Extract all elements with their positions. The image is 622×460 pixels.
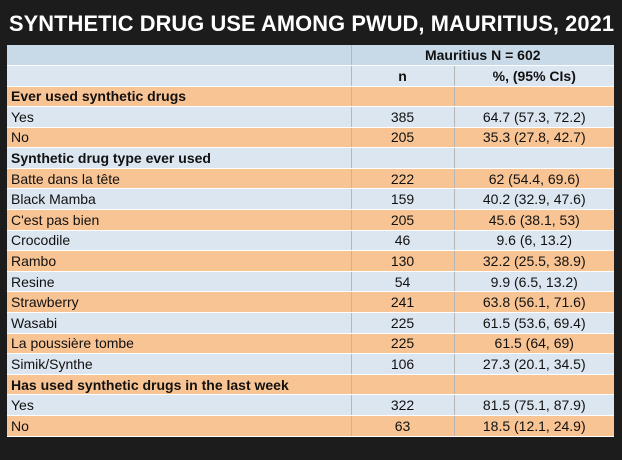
- row-n: 159: [351, 188, 455, 211]
- row-label: Resine: [7, 271, 352, 293]
- row-label: La poussière tombe: [7, 333, 352, 355]
- section-label: Ever used synthetic drugs: [7, 86, 352, 108]
- table-row: Batte dans la tête 222 62 (54.4, 69.6): [7, 168, 614, 190]
- page-title: SYNTHETIC DRUG USE AMONG PWUD, MAURITIUS…: [9, 11, 615, 36]
- section-row: Synthetic drug type ever used: [7, 147, 614, 169]
- section-row: Ever used synthetic drugs: [7, 86, 614, 108]
- column-header-n: n: [351, 65, 455, 87]
- data-table: Mauritius N = 602 n %, (95% CIs) Ever us…: [7, 45, 614, 437]
- row-n: 241: [351, 291, 455, 314]
- table-row: Wasabi 225 61.5 (53.6, 69.4): [7, 312, 614, 334]
- row-label: C'est pas bien: [7, 209, 352, 231]
- row-label: Strawberry: [7, 291, 352, 314]
- table-row: Yes 385 64.7 (57.3, 72.2): [7, 106, 614, 128]
- table-subheader-row: n %, (95% CIs): [7, 65, 614, 87]
- row-pct: 81.5 (75.1, 87.9): [454, 394, 614, 416]
- row-n: 322: [351, 394, 455, 416]
- row-n: 205: [351, 209, 455, 231]
- row-pct: 35.3 (27.8, 42.7): [454, 127, 614, 149]
- table-row: Crocodile 46 9.6 (6, 13.2): [7, 230, 614, 252]
- row-n: 222: [351, 168, 455, 190]
- row-label: Yes: [7, 106, 352, 128]
- row-pct: 61.5 (64, 69): [454, 333, 614, 355]
- row-pct: 61.5 (53.6, 69.4): [454, 312, 614, 334]
- row-label: Yes: [7, 394, 352, 416]
- row-n: 130: [351, 250, 455, 272]
- row-n: 385: [351, 106, 455, 128]
- table-row: Resine 54 9.9 (6.5, 13.2): [7, 271, 614, 293]
- row-pct: 40.2 (32.9, 47.6): [454, 188, 614, 211]
- section-label: Has used synthetic drugs in the last wee…: [7, 374, 352, 396]
- row-n: 225: [351, 312, 455, 334]
- row-label: Batte dans la tête: [7, 168, 352, 190]
- row-pct: 9.9 (6.5, 13.2): [454, 271, 614, 293]
- table-row: C'est pas bien 205 45.6 (38.1, 53): [7, 209, 614, 231]
- header-group-label: Mauritius N = 602: [351, 45, 614, 66]
- row-pct: 32.2 (25.5, 38.9): [454, 250, 614, 272]
- row-label: Rambo: [7, 250, 352, 272]
- row-pct: 64.7 (57.3, 72.2): [454, 106, 614, 128]
- table-row: No 205 35.3 (27.8, 42.7): [7, 127, 614, 149]
- row-label: No: [7, 127, 352, 149]
- row-pct: 62 (54.4, 69.6): [454, 168, 614, 190]
- table-row: Strawberry 241 63.8 (56.1, 71.6): [7, 291, 614, 314]
- row-pct: 45.6 (38.1, 53): [454, 209, 614, 231]
- row-n: 46: [351, 230, 455, 252]
- header-empty-cell: [7, 45, 352, 66]
- row-label: Crocodile: [7, 230, 352, 252]
- table-row: La poussière tombe 225 61.5 (64, 69): [7, 333, 614, 355]
- row-pct: 18.5 (12.1, 24.9): [454, 415, 614, 437]
- table-row: Black Mamba 159 40.2 (32.9, 47.6): [7, 188, 614, 211]
- section-label: Synthetic drug type ever used: [7, 147, 352, 169]
- row-n: 106: [351, 353, 455, 375]
- row-n: 205: [351, 127, 455, 149]
- row-label: Simik/Synthe: [7, 353, 352, 375]
- table-row: Simik/Synthe 106 27.3 (20.1, 34.5): [7, 353, 614, 375]
- row-pct: 27.3 (20.1, 34.5): [454, 353, 614, 375]
- row-n: 225: [351, 333, 455, 355]
- section-row: Has used synthetic drugs in the last wee…: [7, 374, 614, 396]
- table-row: Rambo 130 32.2 (25.5, 38.9): [7, 250, 614, 272]
- table-header-row: Mauritius N = 602: [7, 45, 614, 66]
- row-n: 63: [351, 415, 455, 437]
- table-row: No 63 18.5 (12.1, 24.9): [7, 415, 614, 437]
- subheader-empty-cell: [7, 65, 352, 87]
- table-row: Yes 322 81.5 (75.1, 87.9): [7, 394, 614, 416]
- row-label: Black Mamba: [7, 188, 352, 211]
- row-label: No: [7, 415, 352, 437]
- row-label: Wasabi: [7, 312, 352, 334]
- row-pct: 9.6 (6, 13.2): [454, 230, 614, 252]
- row-pct: 63.8 (56.1, 71.6): [454, 291, 614, 314]
- row-n: 54: [351, 271, 455, 293]
- column-header-pct: %, (95% CIs): [454, 65, 614, 87]
